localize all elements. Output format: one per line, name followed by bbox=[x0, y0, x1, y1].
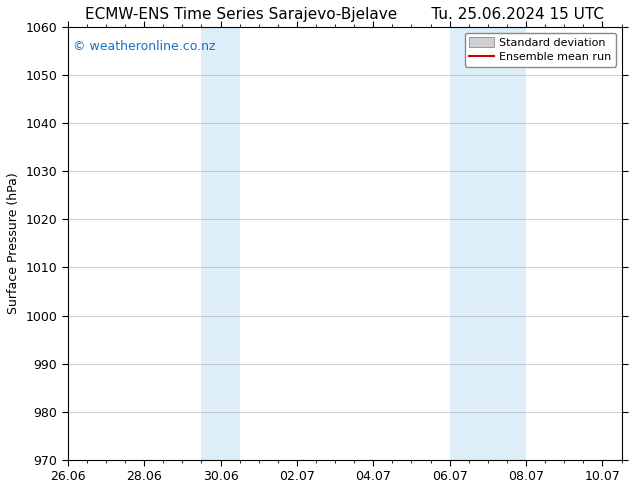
Bar bbox=[202, 27, 240, 460]
Legend: Standard deviation, Ensemble mean run: Standard deviation, Ensemble mean run bbox=[465, 33, 616, 67]
Bar bbox=[450, 27, 526, 460]
Y-axis label: Surface Pressure (hPa): Surface Pressure (hPa) bbox=[7, 172, 20, 314]
Text: © weatheronline.co.nz: © weatheronline.co.nz bbox=[74, 40, 216, 53]
Title: ECMW-ENS Time Series Sarajevo-Bjelave       Tu. 25.06.2024 15 UTC: ECMW-ENS Time Series Sarajevo-Bjelave Tu… bbox=[85, 7, 604, 22]
